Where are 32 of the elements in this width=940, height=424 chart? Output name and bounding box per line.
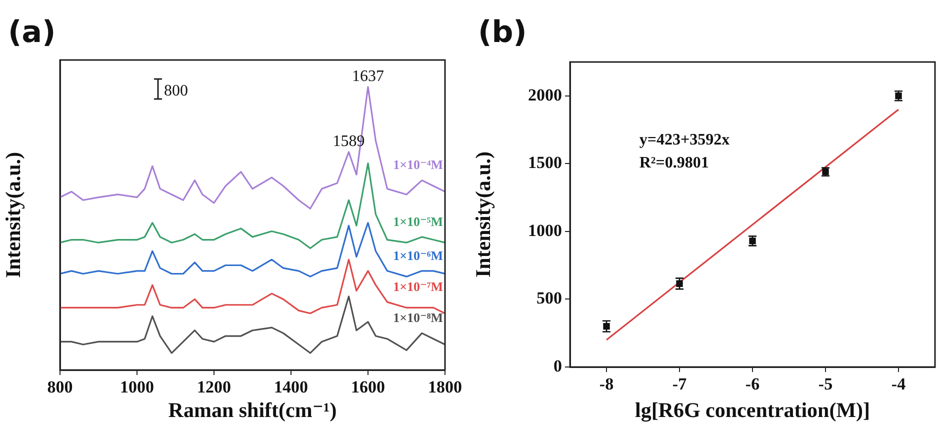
x-tick-label: -8 bbox=[599, 374, 614, 394]
x-tick-label: 1800 bbox=[428, 378, 462, 397]
annotation: R²=0.9801 bbox=[639, 154, 709, 172]
y-tick-label: 1000 bbox=[528, 220, 562, 240]
y-tick-label: 0 bbox=[554, 356, 562, 376]
annotation: y=423+3592x bbox=[639, 131, 730, 148]
x-tick-label: 1400 bbox=[274, 378, 308, 397]
annotation: 800 bbox=[164, 82, 188, 100]
x-tick-label: 1000 bbox=[120, 378, 154, 397]
x-tick-label: 800 bbox=[47, 378, 73, 397]
series-label: 1×10⁻⁵M bbox=[393, 214, 443, 229]
x-tick-label: 1200 bbox=[197, 378, 231, 397]
series-label: 1×10⁻⁶M bbox=[393, 248, 443, 263]
x-axis-title: lg[R6G concentration(M)] bbox=[634, 398, 870, 422]
x-tick-label: -7 bbox=[672, 374, 688, 394]
chart-title: (b) bbox=[478, 15, 527, 50]
y-axis-title: Intensity(a.u.) bbox=[471, 151, 496, 278]
y-tick-label: 1500 bbox=[528, 153, 562, 172]
x-axis-title: Raman shift(cm⁻¹) bbox=[168, 398, 337, 422]
x-tick-label: -5 bbox=[818, 374, 833, 394]
chart-title: (a) bbox=[8, 15, 56, 50]
y-axis-title: Intensity(a.u.) bbox=[1, 152, 26, 278]
y-tick-label: 500 bbox=[536, 288, 562, 308]
x-tick-label: 1600 bbox=[351, 378, 385, 397]
x-tick-label: -6 bbox=[745, 374, 760, 394]
x-tick-label: -4 bbox=[891, 374, 906, 394]
series-label: 1×10⁻⁷M bbox=[393, 278, 443, 294]
annotation: 1589 bbox=[332, 133, 365, 150]
y-tick-label: 2000 bbox=[528, 85, 562, 104]
series-label: 1×10⁻⁴M bbox=[393, 157, 443, 172]
series-label: 1×10⁻⁸M bbox=[393, 310, 443, 326]
annotation: 1637 bbox=[352, 68, 384, 85]
